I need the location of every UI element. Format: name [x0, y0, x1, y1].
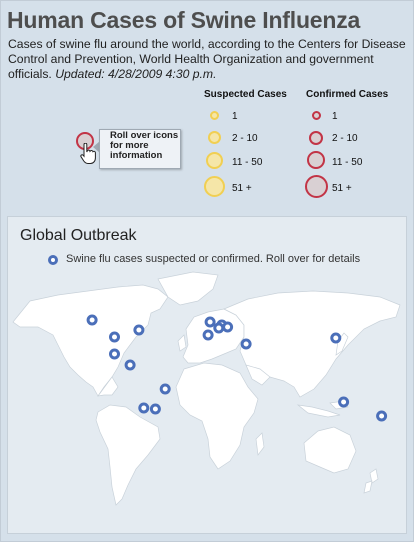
- outbreak-marker-spain[interactable]: [202, 329, 214, 341]
- legend-confirmed-range-3: 11 - 50: [332, 157, 363, 168]
- legend-confirmed-icon-1: [312, 111, 321, 120]
- legend-suspected-range-4: 51 +: [232, 183, 252, 194]
- outbreak-marker-austria[interactable]: [222, 321, 234, 333]
- outbreak-marker-mexico[interactable]: [109, 348, 120, 360]
- outbreak-marker-uk[interactable]: [204, 316, 216, 328]
- legend-confirmed-icon-2: [309, 131, 323, 145]
- pointer-hand-icon: [80, 143, 96, 164]
- legend-suspected-range-1: 1: [232, 111, 238, 122]
- outbreak-marker-canada-east[interactable]: [133, 324, 145, 336]
- legend-confirmed-range-4: 51 +: [332, 183, 352, 194]
- legend-suspected-range-3: 11 - 50: [232, 157, 263, 168]
- legend-suspected-icon-4: [204, 176, 225, 197]
- legend-suspected-icon-1: [210, 111, 219, 120]
- page-title: Human Cases of Swine Influenza: [7, 7, 361, 33]
- legend-confirmed-range-2: 2 - 10: [332, 133, 358, 144]
- intro-description: Cases of swine flu around the world, acc…: [8, 37, 406, 81]
- outbreak-marker-costa-rica[interactable]: [124, 359, 136, 371]
- world-map: [12, 271, 401, 506]
- outbreak-markers: [86, 314, 388, 422]
- global-outbreak-title: Global Outbreak: [20, 227, 137, 244]
- global-outbreak-panel: Global Outbreak Swine flu cases suspecte…: [7, 216, 407, 534]
- outbreak-marker-chile[interactable]: [138, 402, 150, 414]
- outbreak-marker-argentina[interactable]: [149, 403, 161, 415]
- outbreak-marker-canada-west[interactable]: [86, 314, 98, 326]
- outbreak-marker-south-korea[interactable]: [330, 332, 342, 344]
- outbreak-marker-brazil[interactable]: [159, 383, 171, 395]
- world-landmass: [12, 271, 401, 506]
- callout-pointer: [93, 141, 100, 153]
- legend-confirmed-icon-4: [305, 175, 328, 198]
- legend-confirmed-range-1: 1: [332, 111, 338, 122]
- legend-suspected-range-2: 2 - 10: [232, 133, 258, 144]
- map-legend-text: Swine flu cases suspected or confirmed. …: [66, 253, 361, 265]
- intro-text: Cases of swine flu around the world, acc…: [8, 37, 408, 82]
- outbreak-marker-usa[interactable]: [109, 331, 120, 343]
- outbreak-marker-israel[interactable]: [240, 338, 252, 350]
- outbreak-marker-switzerland[interactable]: [213, 322, 225, 334]
- legend-suspected-icon-3: [206, 152, 223, 169]
- legend-confirmed-header: Confirmed Cases: [306, 89, 389, 100]
- updated-timestamp: Updated: 4/28/2009 4:30 p.m.: [55, 67, 217, 81]
- outbreak-marker-australia[interactable]: [338, 396, 350, 408]
- map-legend-marker-icon: [48, 255, 58, 265]
- legend-confirmed-icon-3: [307, 151, 325, 169]
- legend-suspected-header: Suspected Cases: [204, 89, 287, 100]
- rollover-callout: Roll over icons for more information: [99, 129, 181, 169]
- legend-suspected-icon-2: [208, 131, 221, 144]
- outbreak-marker-new-zealand[interactable]: [376, 410, 388, 422]
